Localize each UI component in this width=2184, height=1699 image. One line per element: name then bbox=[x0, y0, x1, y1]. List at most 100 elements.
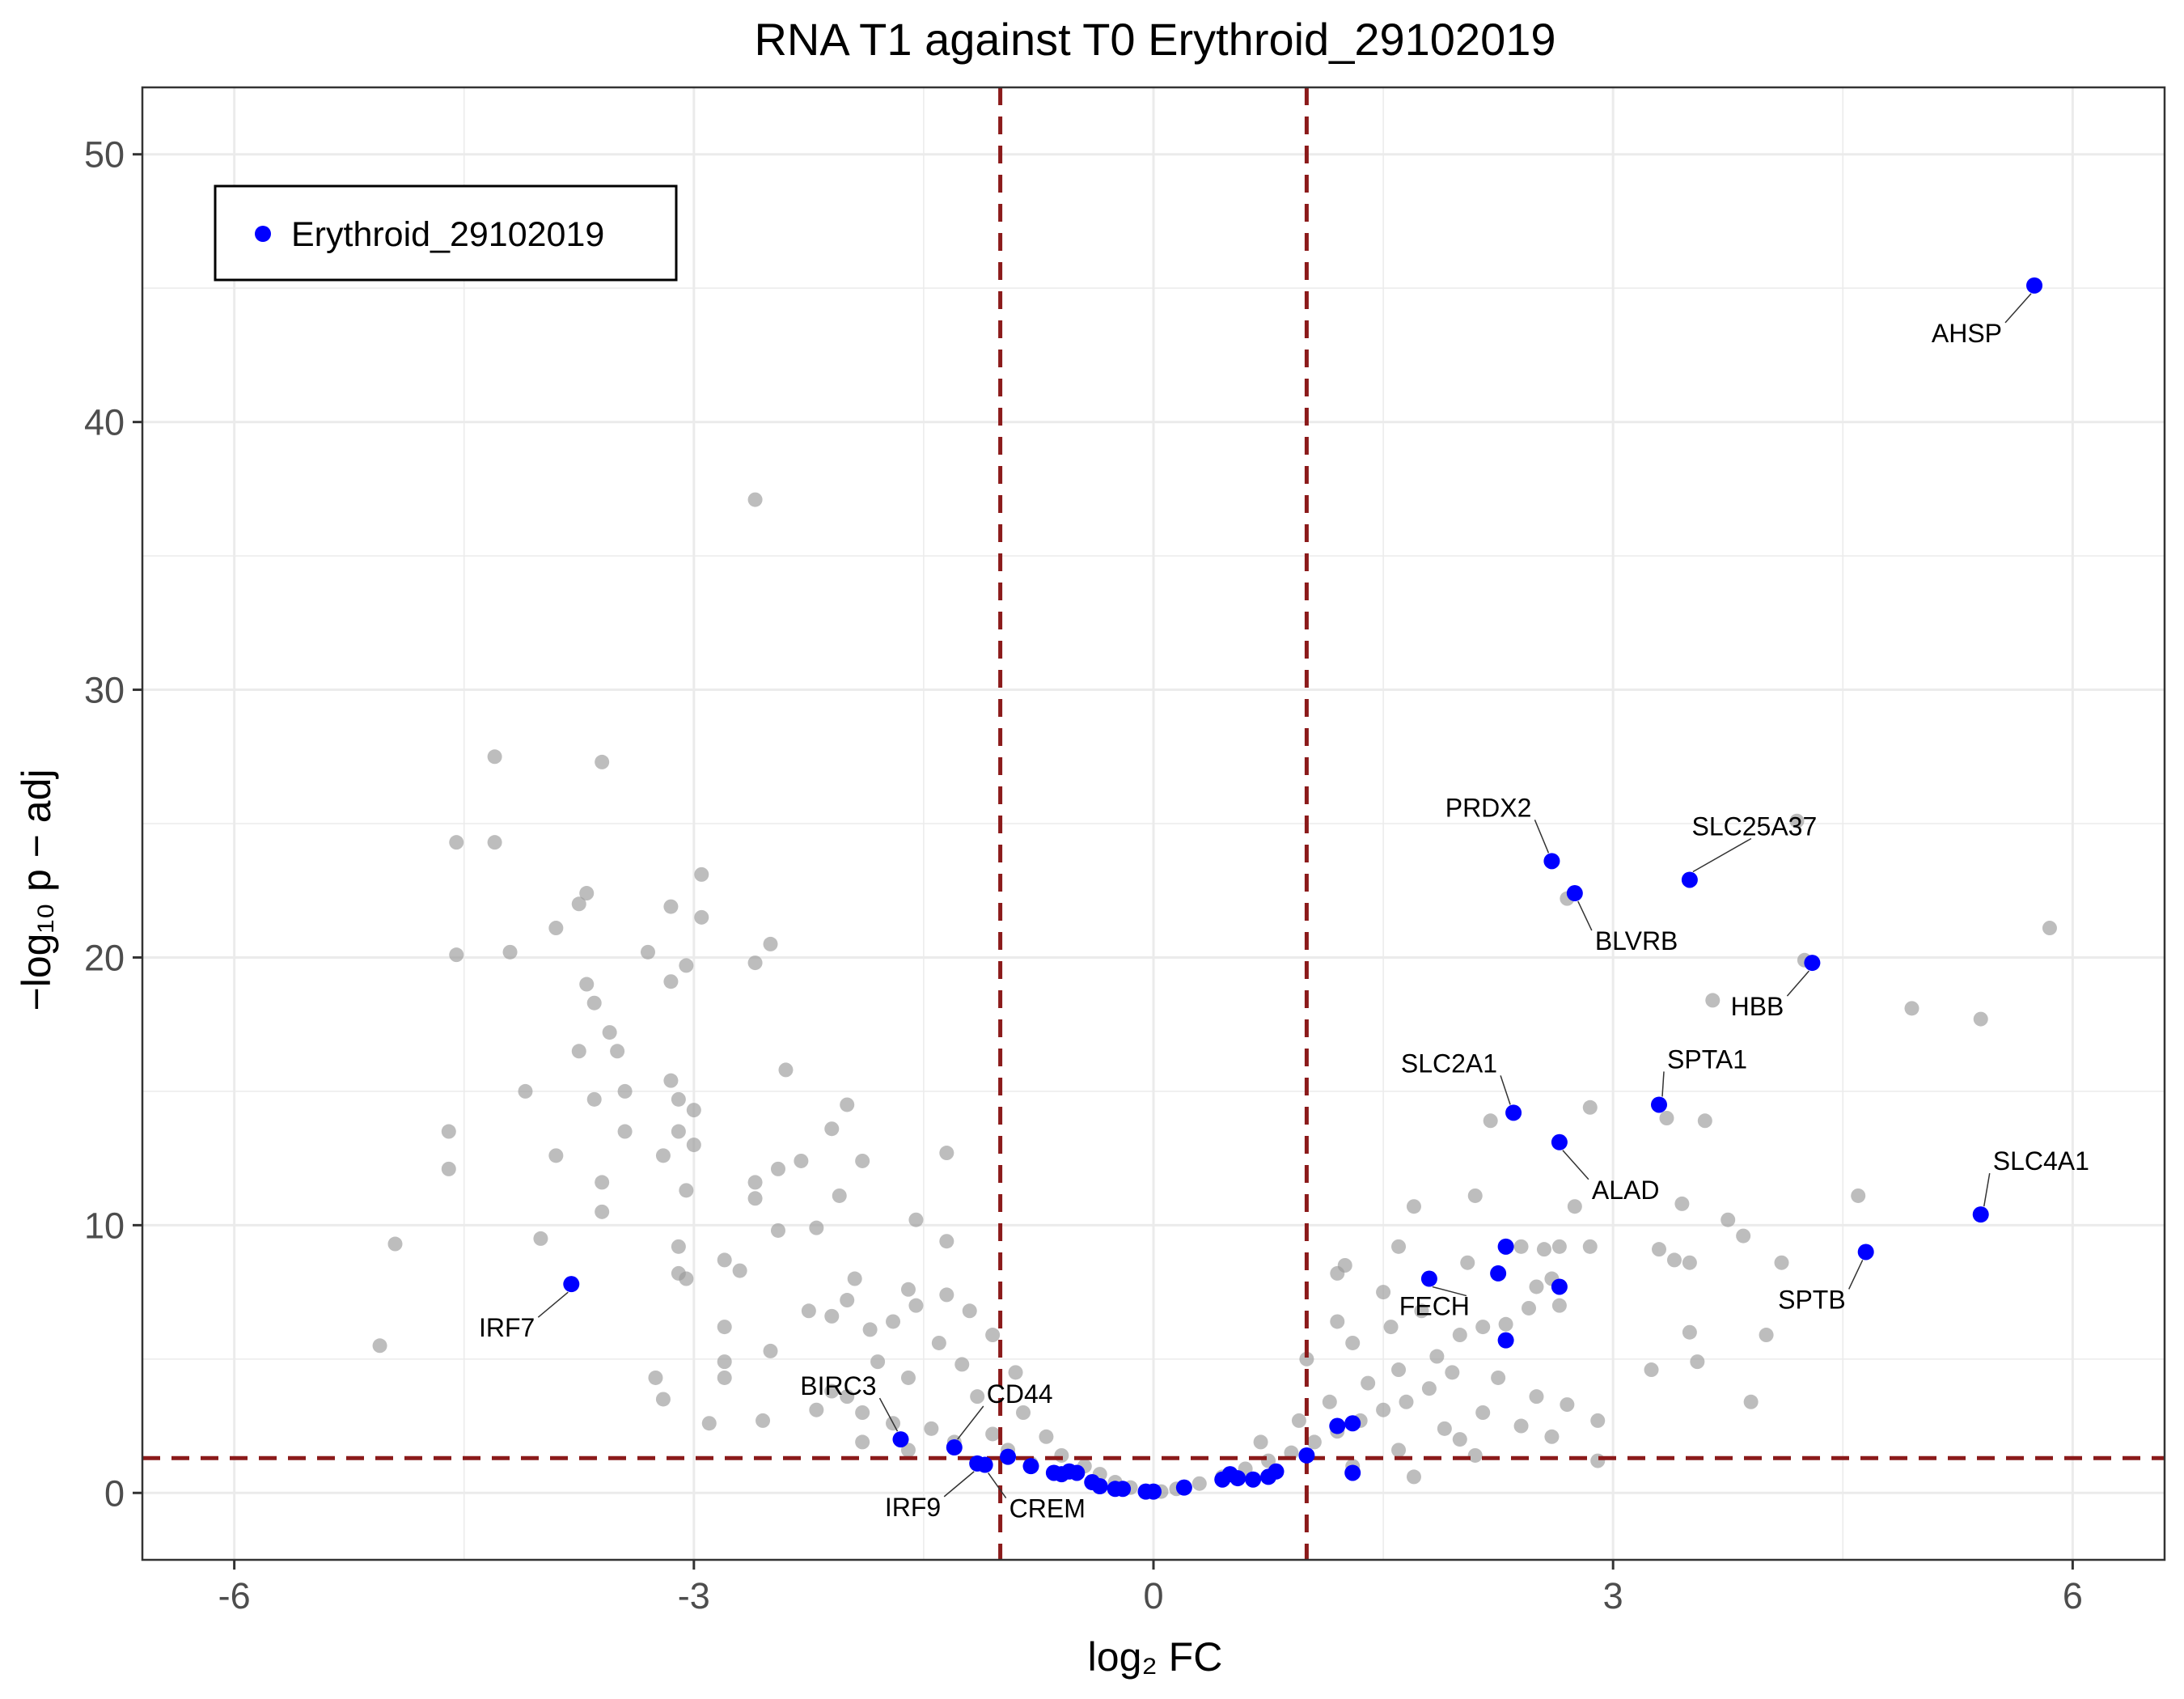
gene-point bbox=[1337, 1258, 1352, 1273]
label-leader-line bbox=[943, 1471, 975, 1498]
gene-point bbox=[1437, 1421, 1452, 1436]
gene-point bbox=[595, 1204, 610, 1219]
gene-point bbox=[671, 1124, 686, 1139]
gene-point bbox=[602, 1025, 617, 1040]
gene-point bbox=[655, 1148, 671, 1163]
gene-point bbox=[617, 1083, 633, 1099]
gene-point bbox=[1253, 1434, 1268, 1450]
label-leader-line bbox=[1562, 1150, 1589, 1180]
gene-point bbox=[1759, 1328, 1774, 1343]
gene-point bbox=[855, 1434, 870, 1450]
y-tick-label: 20 bbox=[84, 937, 125, 978]
legend-label: Erythroid_29102019 bbox=[291, 215, 604, 254]
gene-label: SPTA1 bbox=[1667, 1044, 1747, 1074]
gene-point bbox=[1697, 1113, 1712, 1129]
gene-point bbox=[939, 1287, 954, 1303]
gene-point bbox=[1475, 1320, 1491, 1335]
gene-point bbox=[939, 1234, 954, 1249]
label-leader-line bbox=[2004, 293, 2032, 324]
gene-point bbox=[1306, 1434, 1322, 1450]
gene-point bbox=[1590, 1413, 1606, 1428]
gene-label: BLVRB bbox=[1595, 926, 1678, 955]
gene-point bbox=[824, 1308, 840, 1324]
gene-point bbox=[1054, 1447, 1069, 1463]
gene-label: SLC25A37 bbox=[1691, 811, 1817, 841]
highlight-point bbox=[1551, 1278, 1568, 1295]
label-leader-line bbox=[1432, 1286, 1467, 1297]
gene-point bbox=[1452, 1432, 1467, 1447]
highlight-point bbox=[1022, 1458, 1039, 1475]
gene-point bbox=[586, 995, 602, 1011]
gene-point bbox=[717, 1370, 732, 1385]
chart-title: RNA T1 against T0 Erythroid_29102019 bbox=[754, 14, 1555, 65]
x-axis: -6 -3 0 3 6 bbox=[218, 1560, 2083, 1616]
gene-point bbox=[610, 1044, 625, 1059]
gene-point bbox=[586, 1091, 602, 1107]
gene-point bbox=[908, 1212, 924, 1227]
gene-point bbox=[717, 1354, 732, 1370]
highlight-point bbox=[1298, 1447, 1315, 1464]
gene-point bbox=[1391, 1239, 1407, 1254]
gene-point bbox=[908, 1298, 924, 1313]
gene-label: PRDX2 bbox=[1445, 793, 1532, 822]
gene-point bbox=[579, 886, 595, 901]
gene-point bbox=[747, 1191, 763, 1206]
gene-point bbox=[1291, 1413, 1306, 1428]
gene-point bbox=[1582, 1099, 1598, 1115]
legend-box bbox=[214, 184, 678, 282]
gene-point bbox=[694, 866, 709, 882]
gene-point bbox=[1399, 1394, 1414, 1409]
gene-point bbox=[641, 944, 655, 960]
gene-point bbox=[2042, 921, 2057, 936]
highlight-point bbox=[1060, 1463, 1077, 1480]
gene-point bbox=[679, 1183, 694, 1198]
gene-point bbox=[732, 1263, 747, 1278]
x-tick-label: 6 bbox=[2063, 1575, 2083, 1616]
gene-point bbox=[1475, 1405, 1491, 1420]
gene-point bbox=[571, 896, 586, 912]
gene-point bbox=[1522, 1300, 1537, 1316]
gene-point bbox=[747, 492, 763, 507]
gene-point bbox=[794, 1153, 809, 1168]
gene-point bbox=[1652, 1242, 1666, 1257]
gene-point bbox=[1376, 1285, 1391, 1300]
highlight-point bbox=[563, 1276, 580, 1293]
label-leader-line bbox=[1661, 1071, 1665, 1097]
plot-panel: AHSP PRDX2 SLC25A37 BLVRB HBB SPTA1 SLC2A1 ALAD… bbox=[141, 86, 2166, 1561]
label-leader-line bbox=[1983, 1173, 1991, 1207]
gene-point bbox=[809, 1220, 824, 1235]
highlight-point bbox=[1551, 1133, 1568, 1150]
gene-point bbox=[1299, 1351, 1314, 1366]
y-tick-label: 0 bbox=[104, 1472, 125, 1514]
highlight-point bbox=[1651, 1096, 1667, 1113]
y-tick-label: 10 bbox=[84, 1205, 125, 1246]
gene-point bbox=[533, 1231, 548, 1246]
gene-point bbox=[886, 1314, 901, 1329]
gene-point bbox=[756, 1413, 771, 1428]
gene-point bbox=[1322, 1394, 1337, 1409]
gene-label: SLC2A1 bbox=[1401, 1049, 1497, 1078]
x-tick-label: -3 bbox=[678, 1575, 710, 1616]
y-tick-label: 50 bbox=[84, 134, 125, 176]
gene-point bbox=[855, 1405, 870, 1420]
highlight-point bbox=[1344, 1464, 1361, 1481]
x-tick-label: -6 bbox=[218, 1575, 251, 1616]
gene-point bbox=[809, 1402, 824, 1417]
highlight-point bbox=[1543, 853, 1560, 870]
gene-point bbox=[1039, 1429, 1054, 1444]
gene-point bbox=[1682, 1324, 1697, 1340]
gene-label: IRF9 bbox=[885, 1493, 941, 1522]
y-axis-title: −log₁₀ p − adj bbox=[14, 769, 59, 1011]
gene-point bbox=[1973, 1011, 1988, 1027]
gene-point bbox=[449, 835, 464, 850]
gene-label: CREM bbox=[1009, 1494, 1086, 1523]
highlight-point bbox=[1245, 1471, 1262, 1488]
gene-point bbox=[770, 1222, 785, 1238]
gene-point bbox=[1513, 1418, 1529, 1434]
label-leader-line bbox=[1692, 837, 1752, 873]
gene-point bbox=[840, 1293, 855, 1308]
gene-point bbox=[1008, 1365, 1023, 1380]
highlight-point bbox=[1137, 1483, 1154, 1500]
gene-point bbox=[900, 1282, 916, 1297]
